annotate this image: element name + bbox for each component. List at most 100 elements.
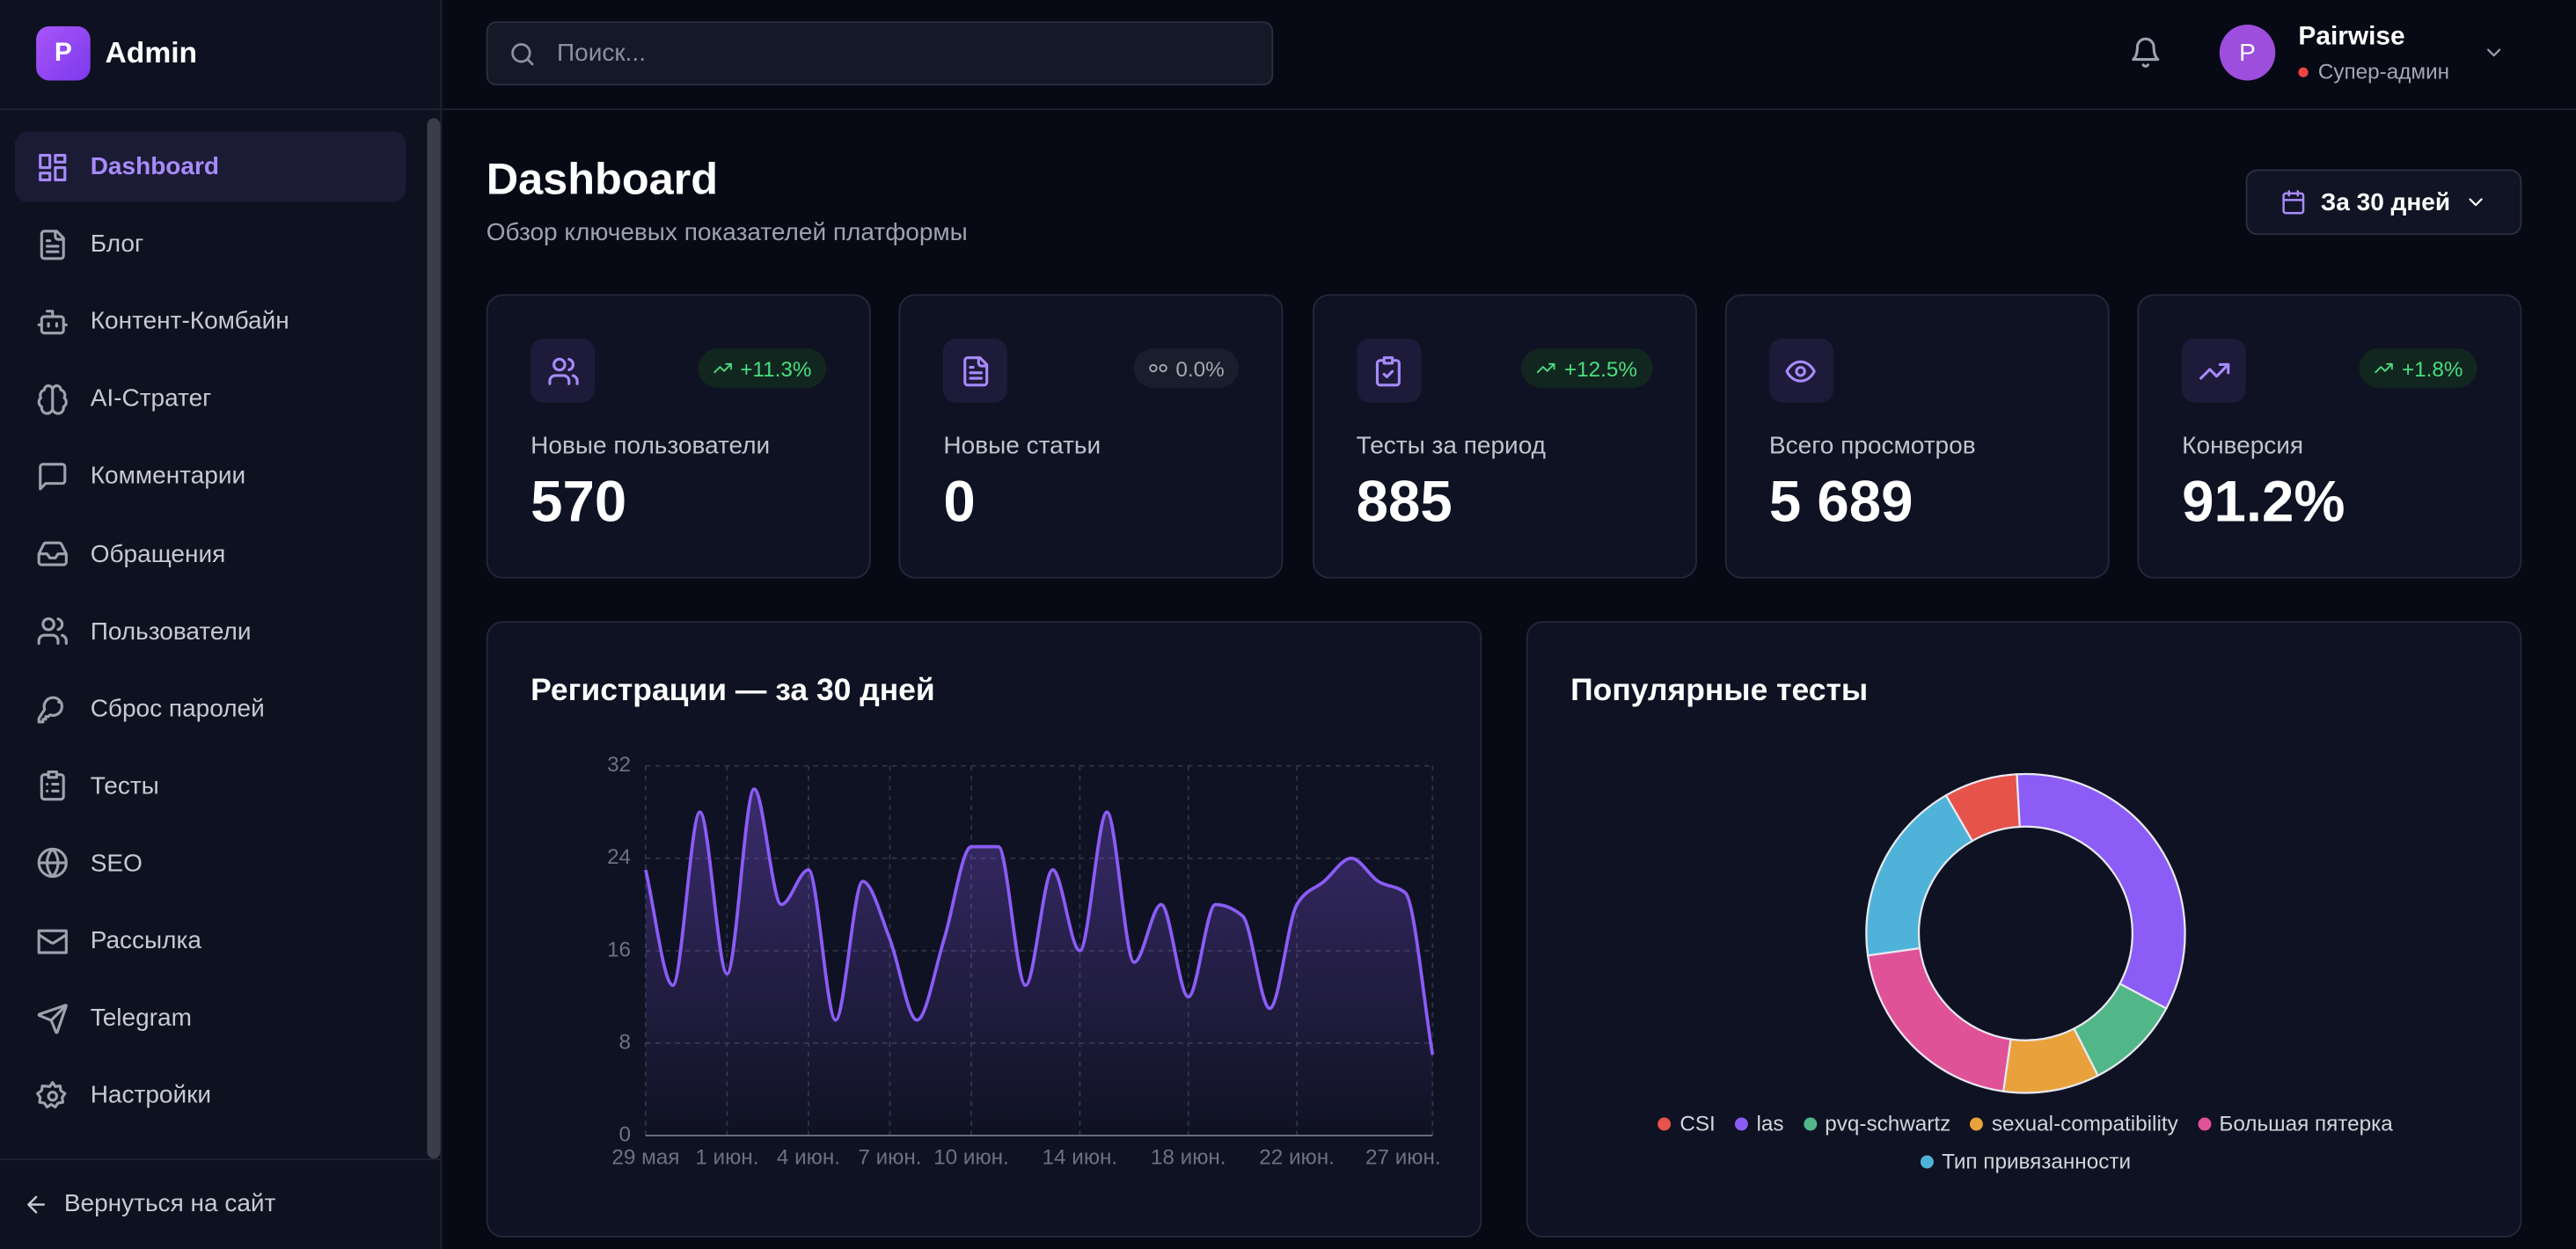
stat-card: +1.8% Конверсия 91.2% bbox=[2137, 294, 2522, 579]
search[interactable]: Поиск... bbox=[486, 21, 1274, 86]
icon-path bbox=[962, 355, 988, 386]
nav-item[interactable]: Рассылка bbox=[15, 906, 406, 976]
nav-label: Тесты bbox=[90, 771, 159, 800]
stat-label: Всего просмотров bbox=[1768, 432, 1976, 461]
icon bbox=[962, 355, 988, 386]
icon bbox=[37, 848, 68, 879]
icon-path bbox=[37, 928, 68, 953]
stat-icon bbox=[1768, 338, 1833, 403]
nav-item[interactable]: Telegram bbox=[15, 982, 406, 1053]
nav-item[interactable]: Настройки bbox=[15, 1060, 406, 1130]
legend-swatch bbox=[1658, 1116, 1672, 1130]
chart-title: Регистрации — за 30 дней bbox=[531, 672, 935, 707]
chevron bbox=[2470, 198, 2484, 207]
icon-path bbox=[713, 362, 731, 374]
legend-item: las bbox=[1735, 1111, 1784, 1136]
stat-label: Новые статьи bbox=[943, 432, 1101, 461]
icon bbox=[40, 229, 65, 259]
icon-path bbox=[2199, 362, 2229, 379]
legend-label: Большая пятерка bbox=[2219, 1111, 2393, 1136]
y-tick-label: 16 bbox=[607, 938, 631, 961]
legend-swatch bbox=[1803, 1116, 1817, 1130]
x-tick-label: 10 июн. bbox=[933, 1146, 1009, 1170]
icon-path bbox=[37, 1003, 68, 1034]
avatar[interactable]: P bbox=[2219, 25, 2276, 81]
change-badge: +12.5% bbox=[1521, 348, 1652, 388]
icon bbox=[2375, 362, 2393, 374]
legend-swatch bbox=[1920, 1154, 1934, 1168]
nav-label: Блог bbox=[90, 230, 144, 259]
legend-label: las bbox=[1756, 1111, 1784, 1136]
area bbox=[645, 788, 1433, 1136]
period-select[interactable]: За 30 дней bbox=[2245, 169, 2522, 236]
scrollbar[interactable] bbox=[427, 118, 441, 1159]
pie-slice bbox=[2016, 772, 2186, 1011]
nav-label: AI-Стратег bbox=[90, 384, 212, 413]
stat-label: Тесты за период bbox=[1356, 432, 1547, 461]
status-dot bbox=[2298, 66, 2309, 77]
icon-path bbox=[1786, 359, 1817, 382]
icon-path bbox=[36, 1080, 67, 1108]
bell[interactable] bbox=[2129, 36, 2162, 69]
icon-path bbox=[37, 617, 68, 646]
icon-path bbox=[547, 356, 578, 384]
user-menu[interactable] bbox=[2483, 41, 2506, 64]
header-border bbox=[442, 108, 2576, 111]
icon-path bbox=[39, 153, 67, 181]
icon bbox=[37, 928, 68, 953]
stat-value: 0 bbox=[943, 470, 976, 535]
icon-path bbox=[40, 229, 65, 259]
nav-item[interactable]: Обращения bbox=[15, 518, 406, 588]
pie-slice bbox=[1865, 793, 1974, 957]
icon bbox=[37, 617, 68, 646]
x-tick-label: 27 июн. bbox=[1365, 1146, 1441, 1170]
stat-icon bbox=[2182, 338, 2247, 403]
search-icon bbox=[511, 42, 534, 65]
x-tick-label: 14 июн. bbox=[1043, 1146, 1118, 1170]
y-tick-label: 0 bbox=[619, 1122, 631, 1146]
chart-title: Популярные тесты bbox=[1570, 672, 1868, 707]
nav-item[interactable]: SEO bbox=[15, 828, 406, 898]
nav-item[interactable]: Тесты bbox=[15, 750, 406, 821]
nav-label: Dashboard bbox=[90, 152, 220, 181]
nav-item[interactable]: Dashboard bbox=[14, 131, 406, 202]
nav-item[interactable]: Контент-Комбайн bbox=[15, 286, 406, 356]
icon-path bbox=[1148, 363, 1167, 373]
nav-label: Сброс паролей bbox=[90, 694, 265, 723]
line-chart: Регистрации — за 30 дней 0 8 16 24 32 29 мая 1 … bbox=[531, 672, 1441, 1170]
x-tick-label: 1 июн. bbox=[695, 1146, 758, 1170]
icon-path bbox=[37, 696, 63, 724]
line-card: Регистрации — за 30 дней 0 8 16 24 32 29 мая 1 … bbox=[486, 621, 1482, 1238]
back-link[interactable]: Вернуться на сайт bbox=[23, 1190, 275, 1217]
legend-item: pvq-schwartz bbox=[1803, 1111, 1951, 1136]
icon bbox=[2199, 362, 2229, 379]
nav-item[interactable]: AI-Стратег bbox=[15, 363, 406, 434]
nav-label: Telegram bbox=[90, 1004, 192, 1033]
y-tick-label: 32 bbox=[607, 753, 631, 777]
legend-swatch bbox=[2198, 1116, 2212, 1130]
icon bbox=[40, 771, 65, 801]
icon-path bbox=[39, 463, 67, 491]
legend-item: Большая пятерка bbox=[2198, 1111, 2393, 1136]
nav-item[interactable]: Блог bbox=[15, 208, 406, 279]
page-subtitle: Обзор ключевых показателей платформы bbox=[486, 218, 968, 247]
icon bbox=[1376, 355, 1401, 386]
icon-path bbox=[1537, 362, 1555, 374]
change-text: +12.5% bbox=[1563, 355, 1637, 381]
nav-item[interactable]: Комментарии bbox=[15, 441, 406, 511]
icon-path bbox=[40, 771, 65, 801]
legend-item: CSI bbox=[1658, 1111, 1716, 1136]
legend-swatch bbox=[1735, 1116, 1749, 1130]
stat-value: 885 bbox=[1356, 470, 1453, 535]
icon-path bbox=[37, 309, 68, 334]
legend-label: pvq-schwartz bbox=[1825, 1111, 1951, 1136]
legend: CSI las pvq-schwartz sexual-compatibility Бо… bbox=[1593, 1111, 2457, 1173]
nav-item[interactable]: Сброс паролей bbox=[15, 673, 406, 743]
icon bbox=[1148, 363, 1167, 373]
icon-path bbox=[37, 383, 68, 415]
pie-chart: Популярные тесты bbox=[1570, 672, 2186, 1094]
nav-item[interactable]: Пользователи bbox=[15, 595, 406, 666]
line bbox=[644, 787, 1435, 1055]
icon bbox=[36, 1080, 67, 1108]
change-text: +11.3% bbox=[740, 355, 812, 381]
